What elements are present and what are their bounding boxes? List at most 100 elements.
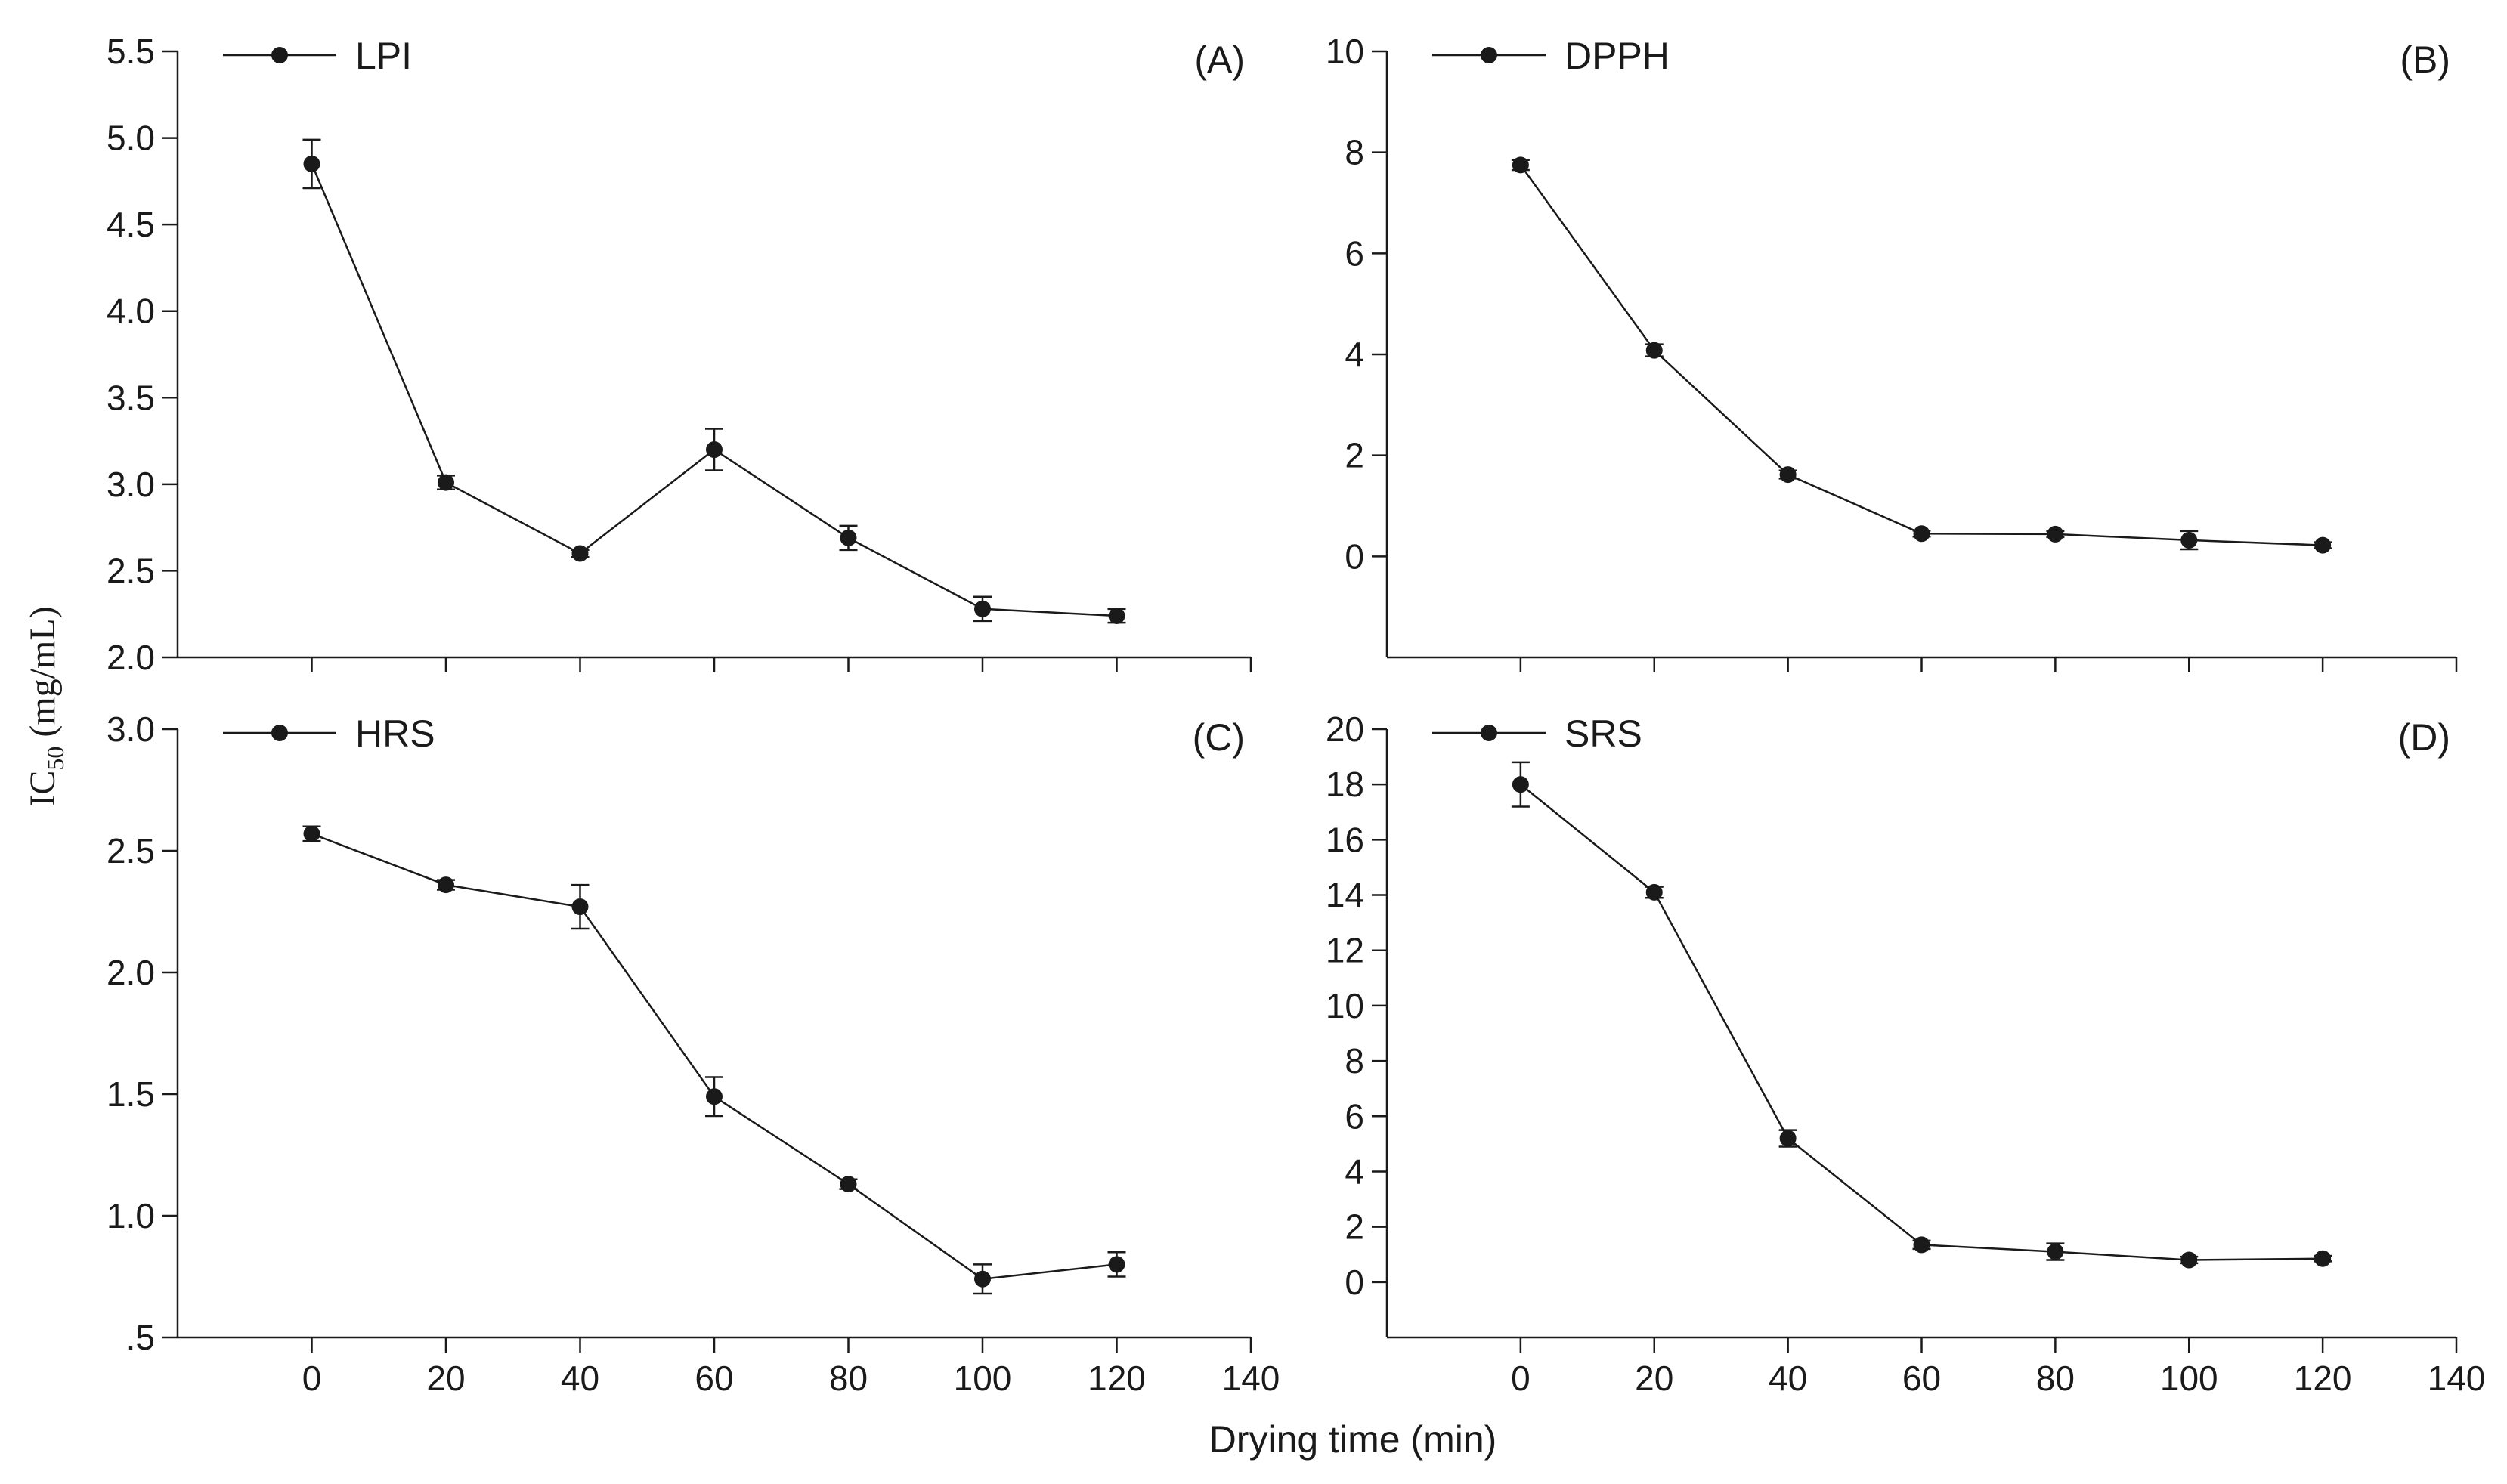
data-point — [2180, 1251, 2198, 1269]
series-line — [1520, 784, 2323, 1261]
y-tick-label: 10 — [1326, 986, 1364, 1025]
y-tick-label: 18 — [1326, 765, 1364, 804]
y-tick-label: 8 — [1345, 1041, 1364, 1081]
y-tick-label: 2.5 — [107, 551, 155, 590]
y-tick-label: 6 — [1345, 233, 1364, 273]
y-tick-label: 2.0 — [107, 638, 155, 677]
data-point — [303, 155, 320, 172]
data-point — [1512, 156, 1529, 174]
x-tick-label: 0 — [302, 1359, 322, 1398]
panel-a: 2.0 2.5 3.0 3.5 4.0 4.5 5.0 5.5 LPI (A) — [107, 32, 1252, 677]
panel-label: (C) — [1193, 716, 1245, 759]
y-tick-label: 3.5 — [107, 378, 155, 417]
x-tick-label: 100 — [954, 1359, 1012, 1398]
y-tick-label: 16 — [1326, 820, 1364, 859]
legend-label: SRS — [1565, 713, 1642, 755]
data-point — [706, 1088, 723, 1105]
data-point — [1913, 525, 1930, 543]
y-tick-label: 12 — [1326, 931, 1364, 970]
data-point — [2180, 531, 2198, 549]
data-point — [1512, 776, 1529, 793]
y-tick-label: 20 — [1326, 710, 1364, 749]
legend-label: DPPH — [1565, 35, 1670, 77]
data-point — [2047, 525, 2064, 543]
panel-label: (A) — [1194, 39, 1245, 81]
data-point — [1108, 1256, 1125, 1273]
y-tick-label: 3.0 — [107, 465, 155, 504]
legend-marker — [271, 725, 288, 741]
legend-marker — [1481, 47, 1497, 63]
x-tick-label: 60 — [1902, 1359, 1941, 1398]
x-tick-label: 120 — [2294, 1359, 2352, 1398]
y-tick-label: 3.0 — [107, 710, 155, 749]
x-tick-label: 140 — [1222, 1359, 1280, 1398]
panel-label: (B) — [2400, 39, 2450, 81]
data-point — [571, 545, 589, 562]
data-point — [2314, 536, 2332, 554]
data-point — [974, 1270, 991, 1288]
data-point — [706, 441, 723, 459]
data-point — [1913, 1236, 1930, 1254]
y-tick-label: 2 — [1345, 1207, 1364, 1247]
data-point — [2047, 1243, 2064, 1260]
x-tick-label: 40 — [561, 1359, 599, 1398]
data-point — [974, 600, 991, 617]
y-axis-label: IC50 (mg/mL) — [23, 606, 69, 806]
x-tick-label: 100 — [2160, 1359, 2218, 1398]
series-line — [311, 833, 1117, 1280]
x-tick-label: 120 — [1088, 1359, 1146, 1398]
x-tick-label: 20 — [426, 1359, 465, 1398]
y-tick-label: 0 — [1345, 536, 1364, 576]
data-point — [1645, 883, 1663, 901]
series-line — [311, 163, 1117, 617]
y-axis-label-unit: (mg/mL) — [23, 606, 63, 746]
data-point — [1779, 466, 1797, 484]
data-point — [438, 876, 454, 894]
y-tick-label: 2.5 — [107, 831, 155, 870]
y-axis-label-sub: 50 — [42, 747, 69, 771]
y-tick-label: 0 — [1345, 1263, 1364, 1302]
x-tick-label: 140 — [2428, 1359, 2486, 1398]
legend-marker — [1481, 725, 1497, 741]
x-tick-label: 60 — [695, 1359, 733, 1398]
data-point — [2314, 1250, 2332, 1267]
x-tick-label: 40 — [1769, 1359, 1807, 1398]
y-tick-label: 2 — [1345, 436, 1364, 475]
y-tick-label: .5 — [126, 1318, 155, 1357]
x-tick-label: 20 — [1635, 1359, 1673, 1398]
panel-b: 0 2 4 6 8 10 DPPH (B) — [1326, 32, 2458, 672]
y-tick-label: 4.5 — [107, 205, 155, 244]
y-axis-label-main: IC — [23, 771, 63, 807]
series-line — [1519, 164, 2323, 546]
panel-d: 0 2 4 6 8 10 12 14 16 18 20 0 20 40 60 80 100 120 140 SRS (D… — [1326, 710, 2486, 1398]
legend-marker — [271, 47, 288, 63]
y-tick-label: 4.0 — [107, 292, 155, 331]
data-point — [1108, 608, 1125, 625]
x-tick-label: 80 — [829, 1359, 868, 1398]
x-axis-label: Drying time (min) — [1209, 1418, 1497, 1461]
data-point — [1779, 1130, 1797, 1147]
x-tick-label: 80 — [2036, 1359, 2075, 1398]
data-point — [840, 1176, 857, 1193]
y-tick-label: 1.5 — [107, 1074, 155, 1114]
y-tick-label: 5.5 — [107, 32, 155, 71]
legend-label: HRS — [355, 713, 435, 755]
data-point — [303, 825, 320, 842]
y-tick-label: 10 — [1326, 32, 1364, 71]
panel-c: .5 1.0 1.5 2.0 2.5 3.0 0 20 40 60 80 100 120 140 HRS (C… — [107, 710, 1280, 1398]
panel-label: (D) — [2398, 716, 2450, 759]
y-tick-label: 1.0 — [107, 1196, 155, 1235]
y-tick-label: 8 — [1345, 133, 1364, 172]
legend-label: LPI — [355, 35, 412, 77]
y-tick-label: 5.0 — [107, 119, 155, 158]
y-tick-label: 6 — [1345, 1096, 1364, 1136]
y-tick-label: 2.0 — [107, 953, 155, 992]
x-tick-label: 0 — [1511, 1359, 1531, 1398]
data-point — [1645, 342, 1663, 359]
y-tick-label: 4 — [1345, 1152, 1364, 1191]
data-point — [840, 529, 857, 546]
y-tick-label: 4 — [1345, 335, 1364, 374]
